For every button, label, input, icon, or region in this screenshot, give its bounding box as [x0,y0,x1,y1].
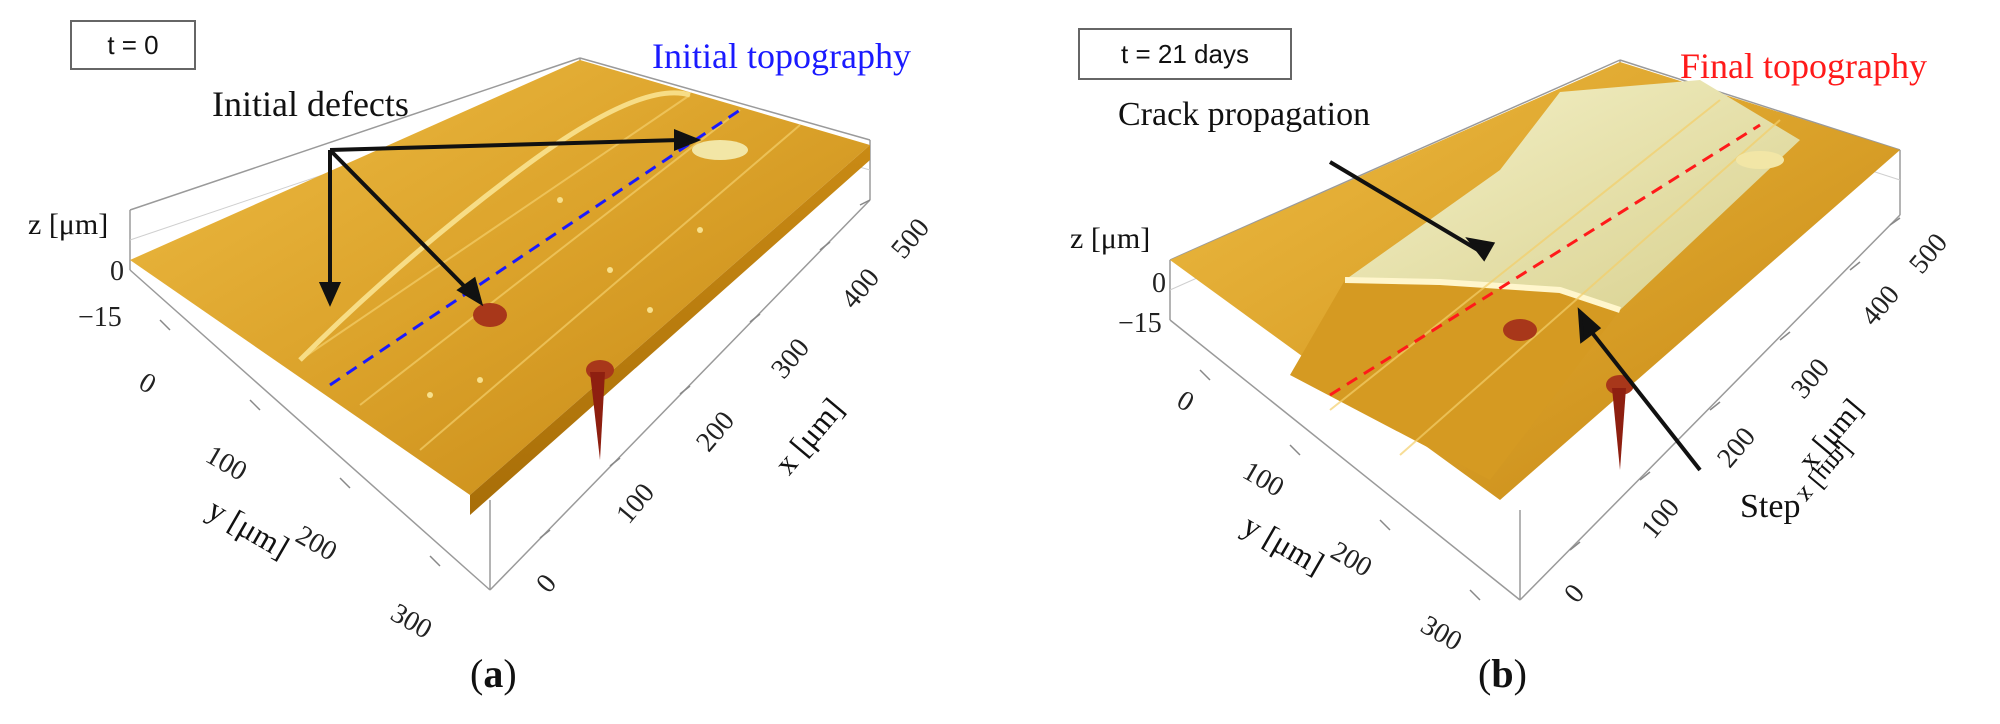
surface-streaks-b [1329,99,1781,456]
initial-topography-line [329,108,741,387]
z-tick: 0 [110,256,124,287]
z-axis-label: z [μm] [1070,222,1151,255]
pit-defect [1503,319,1537,341]
plot-box-a [129,57,871,591]
surface-plot-b [1169,59,1901,601]
initial-crack-defect [298,90,691,362]
step-edge [1344,277,1621,313]
z-axis-label: z [μm] [28,208,109,241]
caption-b: (b) [1478,651,1527,696]
panel-a: t = 0 Initial topography Initial defects… [28,20,936,696]
topography-label: Initial topography [652,36,911,76]
caption-letter: b [1491,651,1514,696]
annotation-initial-defects: Initial defects [212,84,409,124]
defect-arrows [318,129,702,307]
z-tick: −15 [78,302,122,333]
plot-box-b [1169,59,1901,601]
time-label: t = 0 [107,29,159,60]
z-tick: 0 [1152,268,1166,299]
tick-marks-b [1199,217,1901,601]
lower-step-region [1290,280,1620,480]
topography-label: Final topography [1680,46,1927,86]
caption-letter: a [483,651,504,696]
time-label-box: t = 21 days [1078,28,1292,80]
defect-cluster [692,140,748,160]
pit-spike [590,372,605,460]
defect-cluster [1736,151,1784,169]
z-tick: −15 [1118,308,1162,339]
surface-plot-a [129,57,871,591]
surface-side-a [470,145,870,515]
pit-defect [473,303,507,327]
surface-streaks-a [299,94,801,451]
panel-b: t = 21 days Final topography Crack propa… [1000,0,2000,724]
surface-bumps-a [427,197,703,398]
annotation-arrows-b [1328,160,1702,472]
pit-spike [1612,388,1626,470]
annotation-step: Step [1740,488,1801,525]
time-label: t = 21 days [1121,38,1249,69]
annotation-crack-propagation: Crack propagation [1118,96,1371,133]
crack-face [1345,80,1800,310]
topography-surface-a [130,60,870,495]
tick-marks-a [159,199,871,567]
caption-a: (a) [470,651,517,696]
final-topography-line [1329,123,1761,397]
time-label-box: t = 0 [70,20,196,70]
